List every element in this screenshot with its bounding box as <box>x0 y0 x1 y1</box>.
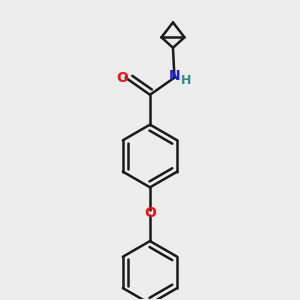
Text: O: O <box>144 206 156 220</box>
Text: N: N <box>169 69 180 83</box>
Text: H: H <box>181 74 192 86</box>
Text: O: O <box>116 70 128 85</box>
